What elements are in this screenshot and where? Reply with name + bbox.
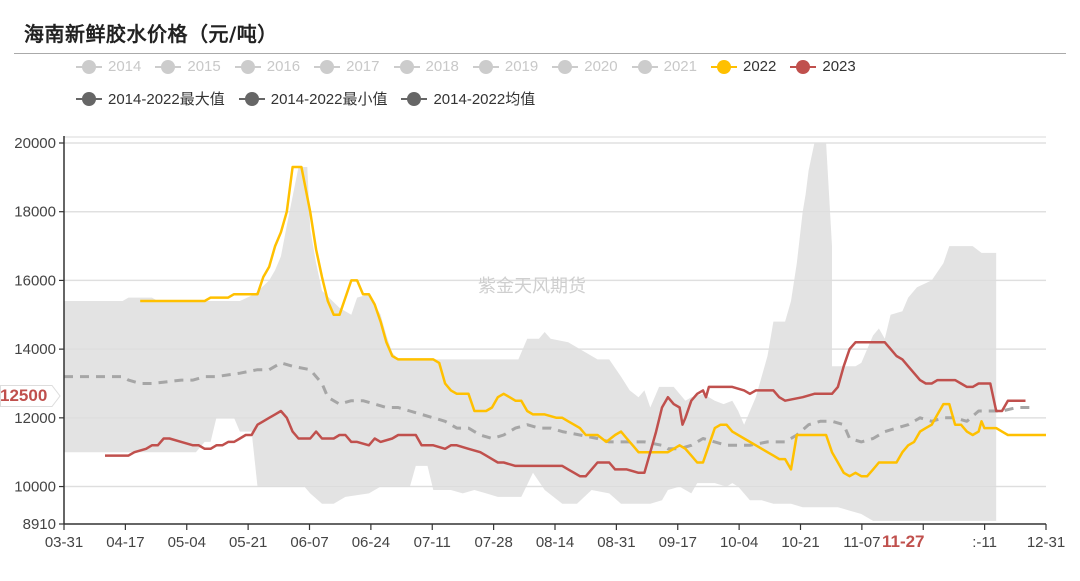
legend-item-2022[interactable]: 2022 — [711, 58, 776, 75]
legend-item-2019[interactable]: 2019 — [472, 58, 539, 75]
x-tick-label: 06-24 — [352, 534, 390, 551]
y-tick-label: 18000 — [14, 204, 56, 221]
legend-item-2015[interactable]: 2015 — [155, 58, 221, 75]
x-tick-label: 05-21 — [229, 534, 267, 551]
legend-item-2017[interactable]: 2017 — [314, 58, 380, 75]
axis-pointer-badge-shape — [0, 385, 61, 407]
legend-marker-icon — [552, 59, 579, 74]
legend-marker-icon — [401, 91, 428, 106]
x-tick-label: 03-31 — [45, 534, 83, 551]
legend-marker-icon — [234, 59, 261, 74]
y-tick-label: 8910 — [23, 516, 56, 533]
watermark: 紫金天风期货 — [478, 276, 586, 296]
legend-item-2014-2022最大值[interactable]: 2014-2022最大值 — [76, 88, 225, 109]
legend-marker-icon — [238, 91, 265, 106]
legend-marker-icon — [631, 59, 658, 74]
legend-marker-icon — [314, 59, 341, 74]
x-tick-label: 07-11 — [414, 534, 451, 551]
legend-item-2020[interactable]: 2020 — [552, 58, 618, 75]
x-axis-pointer-label: 11-27 — [882, 532, 925, 551]
x-tick-label: 06-07 — [290, 534, 328, 551]
legend-marker-icon — [155, 59, 182, 74]
legend-label: 2022 — [743, 58, 777, 75]
legend-label: 2014-2022最小值 — [270, 91, 388, 108]
legend-label: 2020 — [584, 58, 618, 75]
series-2022-line — [140, 165, 1046, 478]
x-tick-label: 08-31 — [597, 534, 635, 551]
legend-item-2018[interactable]: 2018 — [393, 58, 459, 75]
title-divider — [14, 53, 1066, 54]
legend-marker-icon — [790, 59, 817, 74]
y-tick-label: 20000 — [14, 135, 56, 152]
x-tick-label: 11-07 — [843, 534, 880, 551]
y-axis-pointer-label: 12500 — [0, 385, 61, 407]
legend-item-2023[interactable]: 2023 — [790, 58, 856, 75]
legend-label: 2014 — [108, 58, 142, 75]
legend-label: 2014-2022最大值 — [108, 91, 225, 108]
legend-item-2014-2022最小值[interactable]: 2014-2022最小值 — [238, 88, 388, 109]
x-tick-label: 10-21 — [781, 534, 819, 551]
series-2023-line — [105, 341, 1026, 478]
min-max-range-band — [64, 143, 997, 521]
x-tick-label: 09-17 — [659, 534, 697, 551]
y-tick-label: 12000 — [14, 410, 56, 427]
legend-label: 2019 — [504, 58, 539, 75]
y-tick-label: 10000 — [14, 479, 56, 496]
legend-item-2021[interactable]: 2021 — [631, 58, 697, 75]
legend-row-stats: 2014-2022最大值 2014-2022最小值 2014-2022均值 — [76, 88, 549, 109]
legend-item-2016[interactable]: 2016 — [234, 58, 301, 75]
legend-label: 2023 — [822, 58, 856, 75]
legend-label: 2015 — [187, 58, 221, 75]
legend-label: 2017 — [346, 58, 380, 75]
legend-marker-icon — [76, 59, 102, 74]
x-tick-label: 05-04 — [168, 534, 206, 551]
chart-title: 海南新鲜胶水价格（元/吨） — [24, 22, 278, 46]
x-tick-label: 07-28 — [474, 534, 512, 551]
y-axis-pointer-value: 12500 — [0, 386, 48, 405]
x-tick-label: :-11 — [972, 534, 997, 551]
legend-item-2014[interactable]: 2014 — [76, 58, 141, 75]
legend-row-years: 2014 2015 2016 2017 2018 2019 2020 2021 2022 2023 — [76, 58, 870, 75]
x-tick-label: 12-31 — [1027, 534, 1065, 551]
y-tick-label: 14000 — [14, 341, 56, 358]
legend-label: 2021 — [663, 58, 697, 75]
legend-label: 2018 — [425, 58, 459, 75]
legend-marker-icon — [393, 59, 420, 74]
x-tick-label: 04-17 — [106, 534, 144, 551]
x-tick-label: 08-14 — [536, 534, 574, 551]
legend-label: 2014-2022均值 — [433, 91, 536, 108]
legend-item-2014-2022均值[interactable]: 2014-2022均值 — [401, 88, 535, 109]
legend-marker-icon — [472, 59, 499, 74]
legend-marker-icon — [711, 59, 737, 74]
legend-label: 2016 — [266, 58, 301, 75]
x-tick-label: 10-04 — [720, 534, 758, 551]
y-tick-label: 16000 — [14, 272, 56, 289]
legend-marker-icon — [76, 91, 102, 106]
